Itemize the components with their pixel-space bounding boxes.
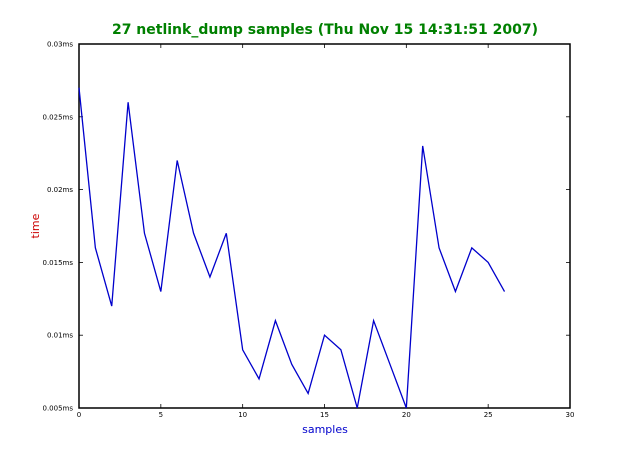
x-tick-label: 5 — [159, 411, 163, 419]
y-tick-label: 0.015ms — [42, 259, 73, 267]
x-tick-label: 10 — [238, 411, 247, 419]
y-tick-label: 0.01ms — [47, 332, 73, 340]
x-tick-label: 30 — [566, 411, 575, 419]
y-ticks: 0.005ms 0.01ms 0.015ms 0.02ms 0.025ms 0.03ms — [42, 41, 570, 413]
plot-frame — [78, 43, 571, 409]
y-tick-label: 0.025ms — [42, 113, 73, 121]
x-tick-label: 25 — [484, 411, 493, 419]
x-tick-label: 20 — [402, 411, 411, 419]
chart-title: 27 netlink_dump samples (Thu Nov 15 14:3… — [112, 22, 538, 38]
x-tick-label: 15 — [320, 411, 329, 419]
y-tick-label: 0.005ms — [42, 405, 73, 413]
y-tick-label: 0.03ms — [47, 41, 73, 49]
series-line — [78, 87, 506, 409]
x-axis-label: samples — [302, 423, 348, 436]
y-axis-label: time — [29, 213, 42, 238]
x-ticks: 0 5 10 15 20 25 30 — [77, 44, 575, 419]
y-tick-label: 0.02ms — [47, 186, 73, 194]
x-tick-label: 0 — [77, 411, 81, 419]
